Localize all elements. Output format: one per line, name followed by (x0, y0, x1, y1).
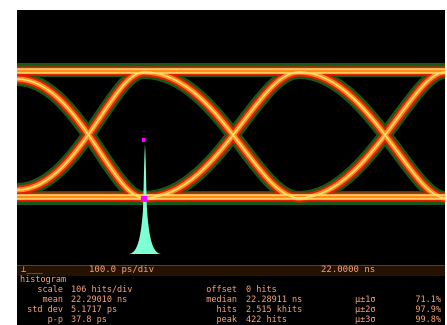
p-p-label: p-p (47, 315, 63, 325)
median-value: 22.28911 ns (246, 295, 303, 305)
hits-value: 2.515 khits (246, 305, 303, 315)
scale-label: scale (37, 285, 63, 295)
mean-label: mean (42, 295, 63, 305)
p-p-value: 37.8 ps (71, 315, 107, 325)
eye-diagram-display (17, 10, 445, 265)
offset-label: offset (206, 285, 237, 295)
oscilloscope-window: ⊥___ 100.0 ps/div 22.0000 ns histogram s… (17, 10, 445, 325)
offset-value: 0 hits (246, 285, 277, 295)
median-label: median (206, 295, 237, 305)
sigma1-label: μ±1σ (355, 295, 376, 305)
peak-value: 422 hits (246, 315, 287, 325)
sigma3-value: 99.8% (415, 315, 441, 325)
hits-label: hits (216, 305, 237, 315)
std-dev-value: 5.1717 ps (71, 305, 118, 315)
histogram-statistics-panel: histogram scale mean std dev p-p 106 hit… (17, 275, 445, 325)
mean-value: 22.29010 ns (71, 295, 128, 305)
crossing-marker (142, 138, 145, 142)
time-scale-readout: 100.0 ps/div (89, 265, 155, 275)
time-axis-bar: ⊥___ 100.0 ps/div 22.0000 ns (17, 265, 445, 276)
time-position-readout: 22.0000 ns (321, 265, 376, 275)
histogram-window-marker (141, 196, 147, 202)
eye-diagram-traces (17, 63, 445, 205)
sigma3-label: μ±3σ (355, 315, 376, 325)
sigma2-value: 97.9% (415, 305, 441, 315)
histogram-title: histogram (20, 275, 67, 285)
sigma2-label: μ±2σ (355, 305, 376, 315)
scale-value: 106 hits/div (71, 285, 133, 295)
sigma1-value: 71.1% (415, 295, 441, 305)
std-dev-label: std dev (27, 305, 63, 315)
trigger-position-marker: ⊥___ (21, 265, 43, 275)
peak-label: peak (216, 315, 237, 325)
